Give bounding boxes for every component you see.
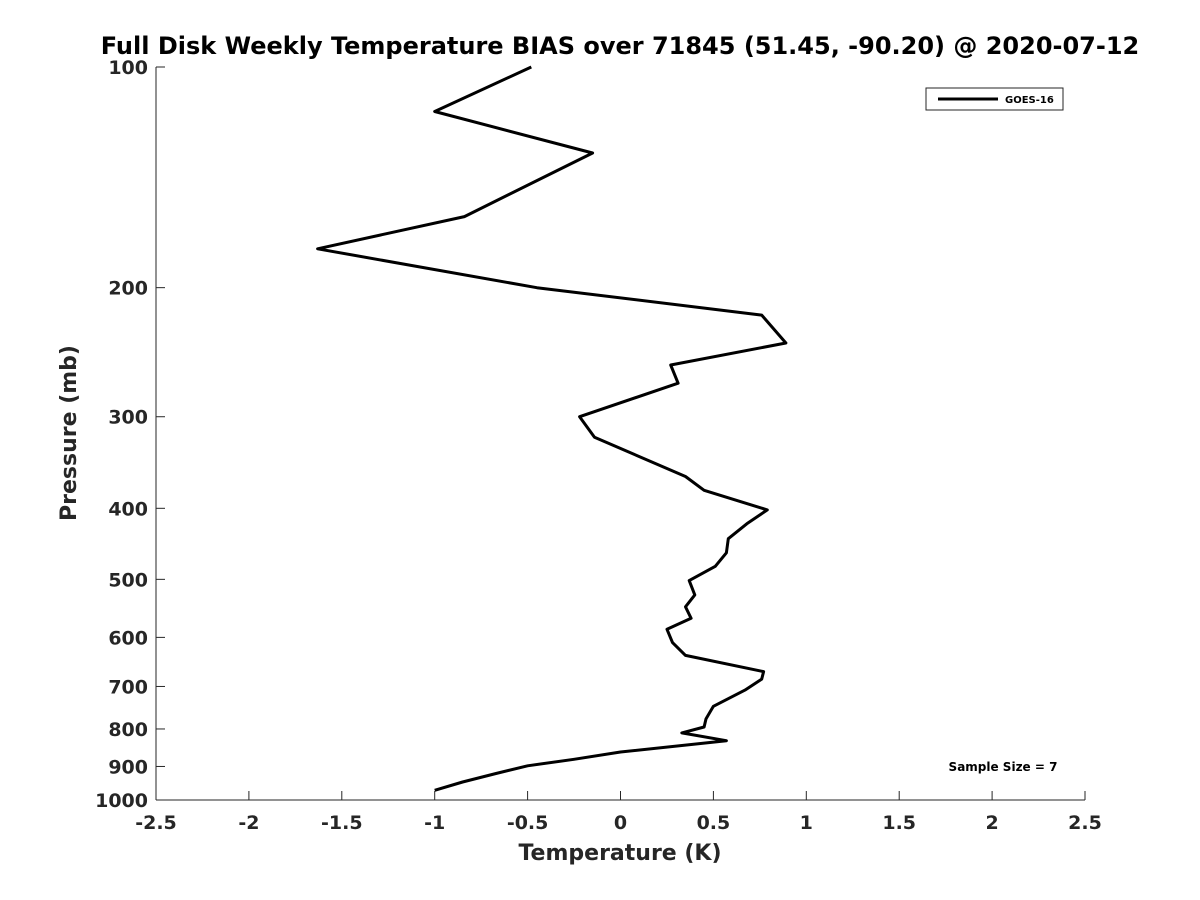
x-axis-label: Temperature (K) — [518, 841, 721, 866]
legend-label-goes-16: GOES-16 — [1005, 95, 1054, 106]
y-axis-label: Pressure (mb) — [57, 345, 82, 521]
sample-size-annotation: Sample Size = 7 — [949, 760, 1058, 774]
series-layer — [316, 65, 788, 792]
x-tick-label: 2.5 — [1068, 812, 1102, 834]
x-tick-label: -1 — [424, 812, 445, 834]
y-tick-label: 200 — [108, 278, 148, 300]
y-tick-label: 100 — [108, 57, 148, 79]
x-ticks: -2.5 -2 -1.5 -1 -0.5 0 0.5 1 1.5 2 2.5 — [135, 791, 1102, 834]
series-line-goes-16 — [316, 65, 788, 792]
y-tick-label: 1000 — [95, 790, 148, 812]
y-tick-label: 500 — [108, 569, 148, 591]
x-tick-label: 1.5 — [882, 812, 916, 834]
y-tick-label: 800 — [108, 719, 148, 741]
x-tick-label: 2 — [985, 812, 998, 834]
plot-area — [155, 67, 1085, 801]
y-tick-label: 700 — [108, 676, 148, 698]
chart-title: Full Disk Weekly Temperature BIAS over 7… — [101, 32, 1140, 60]
y-tick-label: 400 — [108, 498, 148, 520]
y-ticks: 100 200 300 400 500 600 700 800 900 1000 — [95, 57, 165, 812]
x-tick-label: 0.5 — [697, 812, 731, 834]
x-tick-label: -1.5 — [321, 812, 363, 834]
x-tick-label: -2.5 — [135, 812, 177, 834]
x-tick-label: 0 — [614, 812, 627, 834]
x-tick-label: -2 — [238, 812, 259, 834]
legend: GOES-16 — [925, 87, 1064, 111]
x-tick-label: -0.5 — [507, 812, 549, 834]
y-tick-label: 900 — [108, 756, 148, 778]
x-tick-label: 1 — [800, 812, 813, 834]
y-tick-label: 600 — [108, 627, 148, 649]
y-tick-label: 300 — [108, 407, 148, 429]
